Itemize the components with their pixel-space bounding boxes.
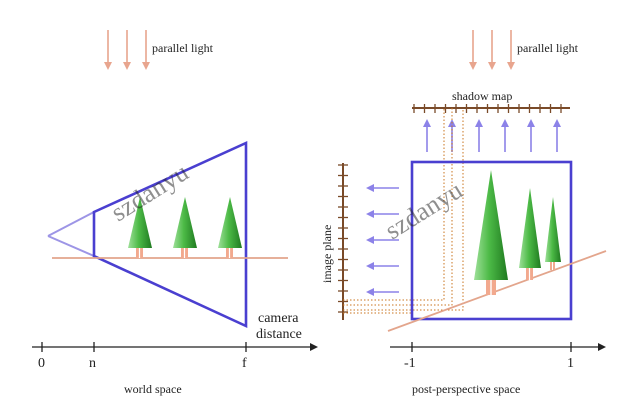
image-plane-ruler	[338, 163, 348, 320]
light-arrowhead	[488, 62, 496, 70]
camera-distance-label-line1: camera	[258, 311, 299, 326]
blue-arrowhead	[366, 210, 374, 218]
tree	[173, 197, 197, 258]
right-light-label: parallel light	[517, 41, 579, 55]
frustum-edge-top-near	[47, 211, 95, 237]
blue-arrowhead	[366, 288, 374, 296]
post-perspective-box	[410, 160, 573, 321]
blue-arrowhead	[366, 262, 374, 270]
right-axis-arrowhead	[598, 343, 606, 351]
blue-arrowhead	[553, 119, 561, 127]
light-arrowhead	[507, 62, 515, 70]
watermark: szdanyu	[380, 175, 468, 245]
axis-tick-label: 0	[38, 356, 45, 371]
left-axis-arrowhead	[310, 343, 318, 351]
light-arrowhead	[104, 62, 112, 70]
left-light-label: parallel light	[152, 41, 214, 55]
blue-arrowhead	[527, 119, 535, 127]
tree	[474, 170, 508, 295]
blue-arrowhead	[501, 119, 509, 127]
light-arrowhead	[123, 62, 131, 70]
right-trees	[474, 170, 561, 295]
axis-tick-label: n	[89, 356, 96, 371]
frustum-edge-bottom-near	[47, 235, 95, 257]
image-plane-label: image plane	[320, 225, 334, 283]
projection-lines	[343, 108, 464, 314]
axis-tick-label: 1	[567, 356, 574, 371]
axis-tick-label: f	[242, 356, 247, 371]
shadow-map-arrows	[423, 119, 561, 152]
left-trees	[128, 197, 242, 258]
right-ground-line	[387, 250, 607, 332]
left-caption: world space	[124, 382, 182, 396]
left-frustum	[47, 140, 248, 329]
blue-arrowhead	[423, 119, 431, 127]
camera-distance-label-line2: distance	[256, 327, 302, 342]
tree	[218, 197, 242, 258]
blue-arrowhead	[366, 184, 374, 192]
right-caption: post-perspective space	[412, 382, 520, 396]
tree	[545, 197, 561, 270]
light-arrowhead	[469, 62, 477, 70]
watermark: szdanyu	[106, 157, 194, 227]
shadow-map-ruler	[412, 104, 570, 113]
left-parallel-light: parallel light	[104, 30, 214, 70]
shadow-map-label: shadow map	[452, 89, 512, 103]
light-arrowhead	[142, 62, 150, 70]
image-plane-arrows	[366, 184, 399, 296]
axis-tick-label: -1	[404, 356, 416, 371]
left-axis: 0 n f	[32, 342, 318, 371]
blue-arrowhead	[366, 236, 374, 244]
tree	[519, 188, 541, 280]
right-parallel-light: parallel light	[469, 30, 579, 70]
tree	[128, 197, 152, 258]
right-axis: -1 1	[390, 342, 606, 371]
blue-arrowhead	[475, 119, 483, 127]
frustum-body	[92, 140, 248, 329]
